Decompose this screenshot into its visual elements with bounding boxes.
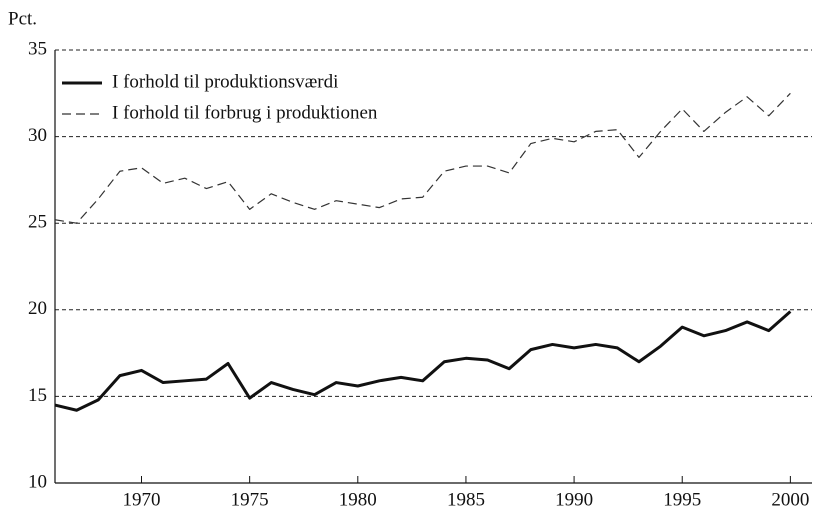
y-tick-label: 20 [28, 298, 47, 319]
x-tick-label: 1990 [555, 489, 593, 510]
legend-label: I forhold til produktionsværdi [112, 71, 338, 92]
x-tick-label: 1975 [231, 489, 269, 510]
x-tick-label: 2000 [771, 489, 809, 510]
x-tick-label: 1995 [663, 489, 701, 510]
x-tick-label: 1985 [447, 489, 485, 510]
y-tick-label: 35 [28, 38, 47, 59]
y-tick-label: 15 [28, 385, 47, 406]
series-line [54, 310, 792, 412]
x-tick-label: 1980 [339, 489, 377, 510]
y-axis-label: Pct. [8, 8, 37, 29]
legend-label: I forhold til forbrug i produktionen [112, 102, 378, 123]
y-tick-label: 10 [28, 471, 47, 492]
x-tick-label: 1970 [123, 489, 161, 510]
y-tick-label: 25 [28, 212, 47, 233]
series-line [54, 92, 791, 224]
y-tick-label: 30 [28, 125, 47, 146]
